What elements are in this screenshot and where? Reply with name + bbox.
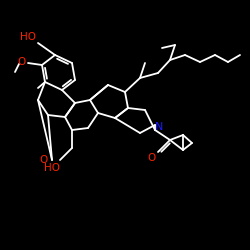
Text: O: O <box>40 155 48 165</box>
Text: O: O <box>18 57 26 67</box>
Text: O: O <box>148 153 156 163</box>
Text: N: N <box>155 122 163 132</box>
Text: HO: HO <box>44 163 60 173</box>
Text: HO: HO <box>20 32 36 42</box>
